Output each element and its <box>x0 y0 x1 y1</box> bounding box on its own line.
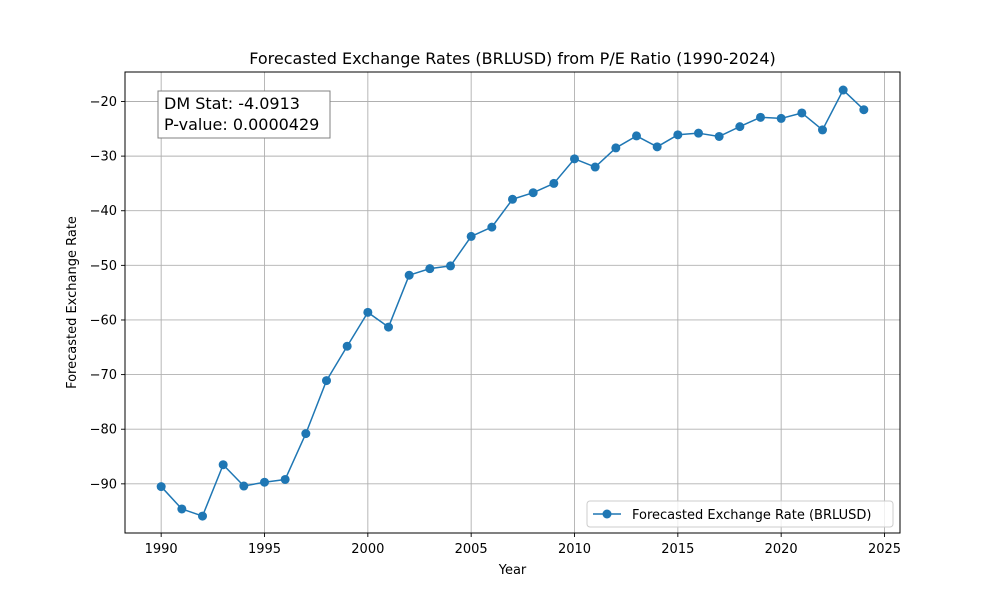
data-point <box>859 105 869 115</box>
data-point <box>756 112 765 122</box>
y-tick-label: −50 <box>90 259 117 274</box>
data-point <box>260 477 269 487</box>
y-tick-label: −80 <box>90 423 117 438</box>
data-point <box>156 482 166 492</box>
dm-stat-text: DM Stat: -4.0913 <box>164 94 300 113</box>
x-tick-label: 2015 <box>661 542 694 557</box>
data-point <box>363 307 373 317</box>
x-tick-label: 2010 <box>558 542 591 557</box>
x-tick-label: 2025 <box>868 542 901 557</box>
data-point <box>776 113 786 123</box>
data-point <box>797 108 807 118</box>
data-point <box>508 194 517 204</box>
data-point <box>694 128 703 138</box>
data-point <box>487 222 497 232</box>
y-tick-label: −40 <box>90 204 117 219</box>
data-point <box>714 131 724 141</box>
y-tick-label: −90 <box>90 477 117 492</box>
data-point <box>632 131 641 141</box>
data-point <box>218 460 228 470</box>
data-point <box>384 322 393 332</box>
data-point <box>198 511 207 521</box>
legend-label: Forecasted Exchange Rate (BRLUSD) <box>632 508 871 523</box>
data-point <box>177 504 187 514</box>
data-point <box>404 270 414 280</box>
data-point <box>611 143 621 153</box>
plot-frame <box>124 71 901 534</box>
data-point <box>446 261 455 271</box>
x-tick-label: 1995 <box>248 542 281 557</box>
y-tick-label: −70 <box>90 368 117 383</box>
data-point <box>239 481 249 491</box>
data-point <box>322 376 331 386</box>
data-point <box>570 154 579 164</box>
data-point <box>673 130 683 140</box>
x-tick-label: 2020 <box>765 542 798 557</box>
series-layer <box>156 85 869 521</box>
y-tick-label: −20 <box>90 95 117 110</box>
legend: Forecasted Exchange Rate (BRLUSD) <box>586 500 894 528</box>
data-point <box>342 341 352 351</box>
legend-marker-swatch <box>602 509 612 519</box>
data-point <box>301 429 311 439</box>
annotation-box-frame <box>157 90 331 139</box>
data-point <box>735 122 745 132</box>
data-point <box>425 264 435 274</box>
axis-ticks: 1990 1995 2000 2005 2010 2015 2020 2025 −90 −80 −7… <box>90 95 901 557</box>
y-axis-label: Forecasted Exchange Rate <box>65 216 80 389</box>
x-tick-label: 2000 <box>351 542 384 557</box>
data-point <box>590 162 600 172</box>
x-tick-label: 2005 <box>455 542 488 557</box>
data-point <box>466 231 476 241</box>
y-tick-label: −30 <box>90 150 117 165</box>
x-tick-label: 1990 <box>145 542 178 557</box>
data-point <box>549 178 559 188</box>
y-tick-label: −60 <box>90 313 117 328</box>
data-point <box>818 125 827 135</box>
chart-title: Forecasted Exchange Rates (BRLUSD) from … <box>249 49 776 68</box>
data-point <box>280 474 290 484</box>
data-point <box>838 85 848 95</box>
p-value-text: P-value: 0.0000429 <box>164 115 319 134</box>
x-axis-label: Year <box>498 563 527 578</box>
legend-frame <box>586 500 894 528</box>
stats-annotation: DM Stat: -4.0913 P-value: 0.0000429 <box>157 90 331 139</box>
data-point <box>528 188 538 198</box>
data-point <box>652 142 662 152</box>
